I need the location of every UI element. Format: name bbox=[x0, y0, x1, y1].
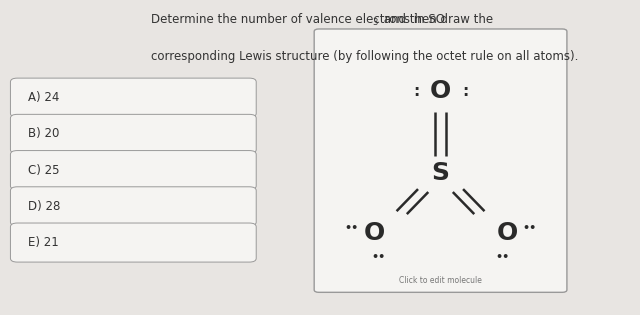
Text: :: : bbox=[413, 84, 419, 99]
FancyBboxPatch shape bbox=[10, 78, 256, 117]
FancyBboxPatch shape bbox=[10, 223, 256, 262]
FancyBboxPatch shape bbox=[10, 187, 256, 226]
Text: O: O bbox=[497, 221, 518, 245]
Text: O: O bbox=[430, 79, 451, 103]
Text: 3: 3 bbox=[372, 18, 378, 27]
Text: D) 28: D) 28 bbox=[28, 200, 60, 213]
Text: ••: •• bbox=[495, 252, 509, 262]
Text: E) 21: E) 21 bbox=[28, 236, 59, 249]
Text: O: O bbox=[364, 221, 385, 245]
Text: A) 24: A) 24 bbox=[28, 91, 59, 104]
Text: ••: •• bbox=[345, 223, 359, 233]
FancyBboxPatch shape bbox=[314, 29, 567, 292]
FancyBboxPatch shape bbox=[10, 151, 256, 190]
Text: Click to edit molecule: Click to edit molecule bbox=[399, 276, 482, 285]
Text: ••: •• bbox=[522, 223, 536, 233]
Text: ••: •• bbox=[371, 252, 386, 262]
Text: corresponding Lewis structure (by following the octet rule on all atoms).: corresponding Lewis structure (by follow… bbox=[150, 50, 578, 63]
Text: Determine the number of valence electrons in SO: Determine the number of valence electron… bbox=[150, 13, 445, 26]
Text: S: S bbox=[431, 161, 449, 185]
Text: C) 25: C) 25 bbox=[28, 163, 60, 177]
Text: and then draw the: and then draw the bbox=[380, 13, 493, 26]
FancyBboxPatch shape bbox=[10, 114, 256, 153]
Text: :: : bbox=[462, 84, 468, 99]
Text: B) 20: B) 20 bbox=[28, 127, 59, 140]
